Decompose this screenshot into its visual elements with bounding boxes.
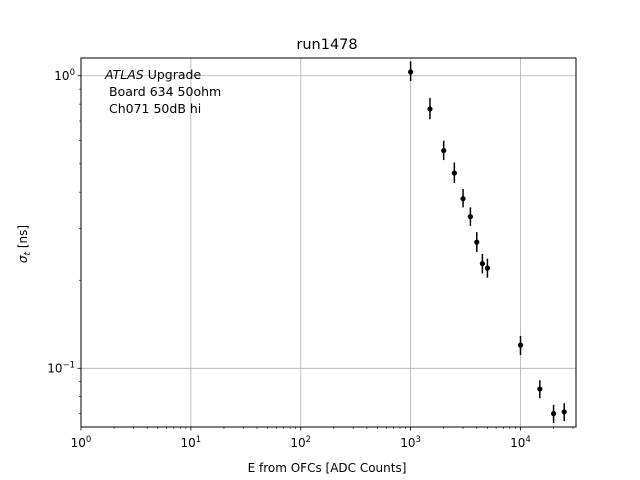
- data-layer: [408, 61, 567, 424]
- data-point: [460, 196, 466, 202]
- data-point: [561, 409, 567, 415]
- data-point: [537, 386, 543, 392]
- x-tick-label: 100: [71, 435, 92, 450]
- annotation-line-2: Board 634 50ohm: [109, 84, 221, 99]
- data-point: [484, 265, 491, 271]
- annotation-upgrade: Upgrade: [144, 67, 202, 82]
- data-point: [517, 342, 524, 348]
- data-point: [550, 411, 557, 417]
- data-point: [479, 260, 485, 267]
- annotation: ATLAS Upgrade Board 634 50ohm Ch071 50dB…: [104, 67, 221, 116]
- tick-layer: 100 101 102 103 104 10−1 100: [47, 68, 574, 450]
- x-tick-label: 101: [181, 435, 202, 450]
- chart-title: run1478: [296, 37, 357, 53]
- y-tick-label: 10−1: [47, 360, 75, 375]
- data-point: [467, 214, 474, 220]
- y-axis-label: σt [ns]: [16, 225, 33, 263]
- annotation-atlas: ATLAS: [104, 67, 144, 82]
- annotation-line-3: Ch071 50dB hi: [109, 101, 201, 116]
- data-point: [408, 69, 414, 75]
- x-tick-label: 103: [400, 435, 421, 450]
- data-point: [427, 106, 433, 112]
- plot-frame: [80, 57, 577, 428]
- annotation-line-1: ATLAS Upgrade: [104, 67, 201, 82]
- data-point: [474, 239, 480, 245]
- x-axis-label: E from OFCs [ADC Counts]: [248, 461, 407, 475]
- y-tick-label: 100: [54, 68, 75, 83]
- grid-layer: [80, 58, 576, 427]
- x-tick-label: 102: [290, 435, 311, 450]
- x-tick-label: 104: [510, 435, 531, 450]
- data-point: [451, 170, 457, 176]
- data-point: [441, 147, 447, 154]
